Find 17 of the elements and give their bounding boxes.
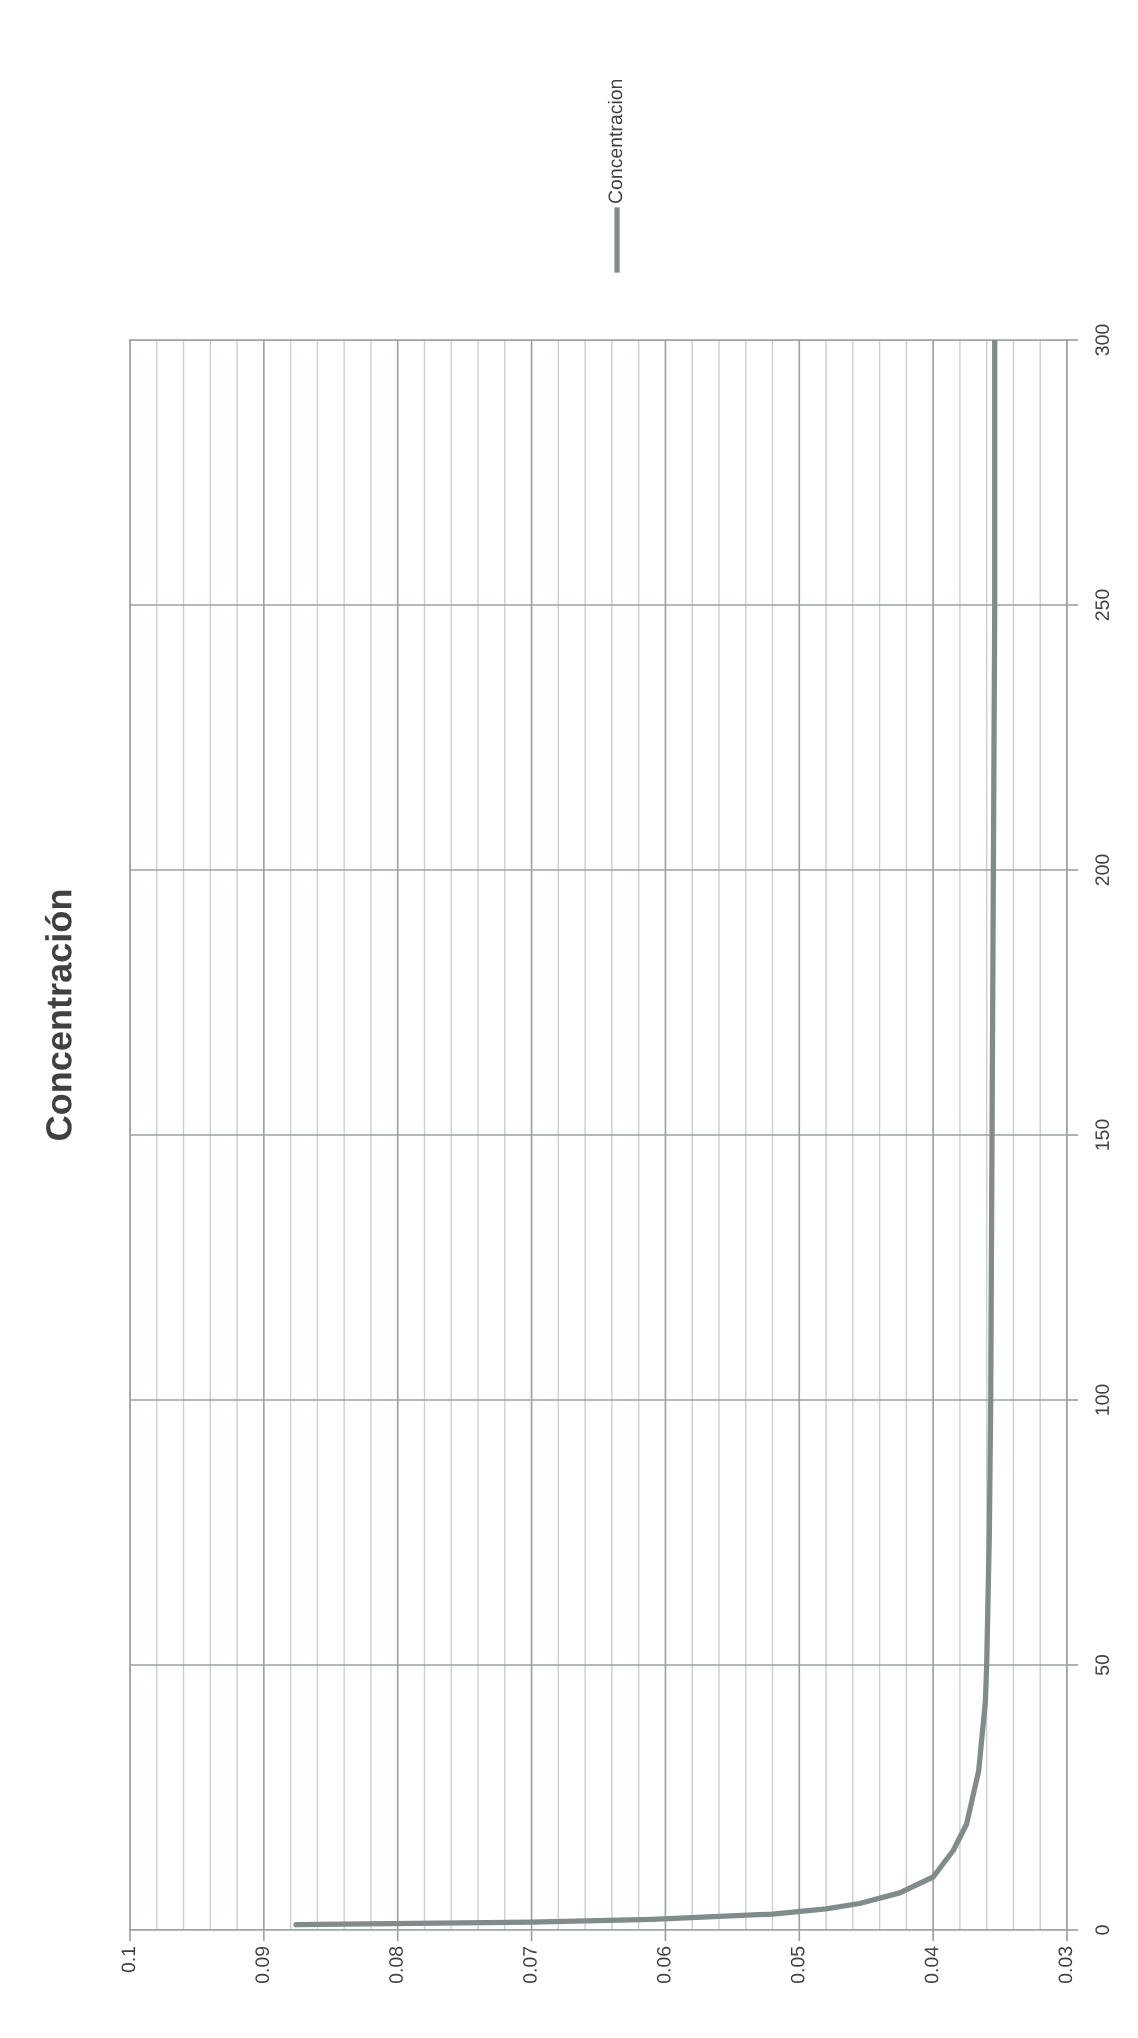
x-tick-label: 0.08	[389, 1946, 403, 1984]
x-tick-label: 0.04	[924, 1946, 939, 1984]
x-tick-label: 0.06	[656, 1946, 671, 1984]
x-tick-label: 0.09	[255, 1946, 270, 1984]
x-tick-label: 0.03	[1058, 1946, 1073, 1984]
y-tick-label: 0	[1095, 1925, 1110, 1935]
y-tick-label: 250	[1095, 589, 1110, 621]
x-tick-label: 0.07	[523, 1946, 537, 1984]
x-tick-label: 0.05	[790, 1946, 805, 1984]
y-tick-label: 150	[1095, 1119, 1110, 1150]
text: Concentracion	[607, 79, 623, 204]
y-tick-label: 200	[1095, 854, 1110, 886]
text: Concentración	[44, 890, 72, 1140]
y-tick-label: 50	[1095, 1654, 1110, 1676]
y-tick-label: 100	[1095, 1384, 1110, 1415]
x-tick-label: 0.1	[121, 1946, 136, 1973]
y-tick-label: 300	[1095, 324, 1110, 356]
